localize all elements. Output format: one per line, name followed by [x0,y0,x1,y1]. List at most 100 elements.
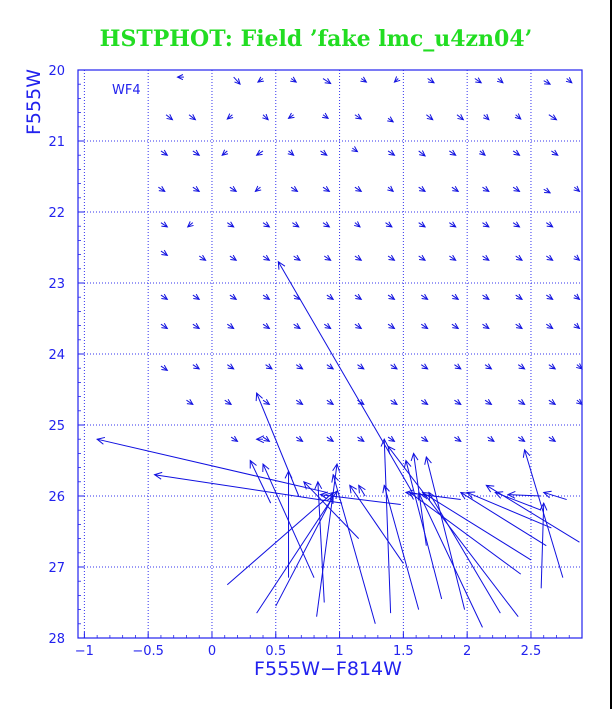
long-vector-arrow-head [382,484,390,494]
small-vector-arrow-head [355,113,363,120]
small-vector-arrow [545,323,554,330]
long-vector-arrow [418,491,483,628]
small-vector-arrow [449,149,457,156]
small-vector-arrow-head [255,149,263,156]
long-vector-arrow [382,484,420,610]
small-vector-arrow-shaft [326,364,334,370]
long-vector-arrow-shaft [486,484,580,543]
long-vector-arrow-shaft [409,492,522,575]
small-vector-arrow [227,323,235,330]
small-vector-arrow [426,114,434,121]
small-vector-arrow-head [393,76,401,83]
small-vector-arrow-shaft [418,150,426,157]
small-vector-arrow [326,435,335,442]
small-vector-arrow [449,221,457,228]
small-vector-arrow-head [355,185,363,193]
small-vector-arrow-head [193,363,201,370]
small-vector-arrow-head [322,112,330,119]
small-vector-arrow [576,363,583,370]
small-vector-arrow [385,221,393,228]
small-vector-arrow-shaft [517,436,525,442]
small-vector-arrow-head [573,254,581,262]
small-vector-arrow-shaft [262,399,270,405]
small-vector-arrow-shaft [420,294,428,300]
small-vector-arrow-head [324,78,332,85]
small-vector-arrow [326,363,335,370]
small-vector-arrow-head [573,185,581,193]
long-vector-arrow [424,455,466,610]
small-vector-arrow [262,435,271,442]
long-vector-arrow-shaft [383,439,392,614]
small-vector-arrow-head [291,185,299,193]
long-vector-arrow-shaft [387,445,519,618]
small-vector-arrow [545,254,554,261]
small-vector-arrow-head [421,293,429,300]
small-vector-arrow-shaft [427,78,435,84]
long-vector-arrow [428,491,501,614]
small-vector-arrow-head [265,363,273,370]
long-vector-arrow [331,473,376,624]
small-vector-arrow [420,323,429,330]
small-vector-arrow-head [324,254,332,261]
small-vector-arrow-head [176,74,184,81]
long-vector-arrow [249,459,272,504]
long-vector-arrow-head [262,462,270,473]
small-vector-arrow-head [496,77,504,84]
small-vector-arrow-head [231,435,239,442]
small-vector-arrow-shaft [323,323,331,329]
small-vector-arrow-shaft [418,255,426,261]
small-vector-arrow-head [388,254,396,261]
small-vector-arrow-head [320,149,328,156]
long-vector-arrow-head [96,436,106,445]
long-vector-arrow-head [255,391,263,402]
small-vector-arrow [188,114,197,121]
small-vector-arrow [160,249,169,256]
small-vector-arrow-shaft [543,80,551,85]
small-vector-arrow-shaft [233,76,241,85]
small-vector-arrow [351,146,359,153]
long-vector-arrow-head [249,459,257,469]
small-vector-arrow [192,363,201,370]
long-vector-arrow-head [403,459,412,469]
small-vector-arrow-head [230,254,238,261]
small-vector-arrow [160,221,169,228]
small-vector-arrow [517,435,526,442]
x-tick-label: 1.5 [393,644,414,659]
small-vector-arrow-head [482,185,490,193]
small-vector-arrow-head [390,398,398,406]
long-vector-arrow-head [284,469,293,479]
small-vector-arrow-head [254,185,262,193]
small-vector-arrow-head [390,363,398,370]
small-vector-arrow [354,293,363,300]
small-vector-arrow-head [457,114,465,121]
small-vector-arrow [354,221,361,228]
long-vector-arrow-shaft [262,463,315,578]
small-vector-arrow [322,221,331,228]
small-vector-arrow-head [513,221,521,228]
small-vector-arrow-head [292,221,300,228]
small-vector-arrow-shaft [229,255,237,261]
small-vector-arrow-shaft [326,294,334,300]
long-vector-arrow [542,490,567,501]
long-vector-arrow-head [485,484,495,493]
small-vector-arrow-shaft [543,188,551,194]
small-vector-arrow-shaft [482,186,490,192]
long-vector-arrow-head [539,501,548,511]
small-vector-arrow-head [419,221,427,228]
small-vector-arrow-head [193,323,201,330]
small-vector-arrow-head [161,221,169,228]
small-vector-arrow-head [199,254,207,261]
long-vector-arrow [506,490,542,499]
small-vector-arrow-shaft [160,150,168,156]
small-vector-arrow [390,398,398,406]
long-vector-arrow-head [387,445,396,455]
small-vector-arrow [451,323,460,330]
small-vector-arrow [420,398,429,406]
small-vector-arrow-shaft [293,294,301,300]
small-vector-arrow [160,149,169,156]
small-vector-arrow [256,76,264,83]
small-vector-arrow [295,363,304,370]
small-vector-arrow [254,185,262,193]
small-vector-arrow-shaft [387,436,395,442]
small-vector-arrow-head [387,185,395,193]
